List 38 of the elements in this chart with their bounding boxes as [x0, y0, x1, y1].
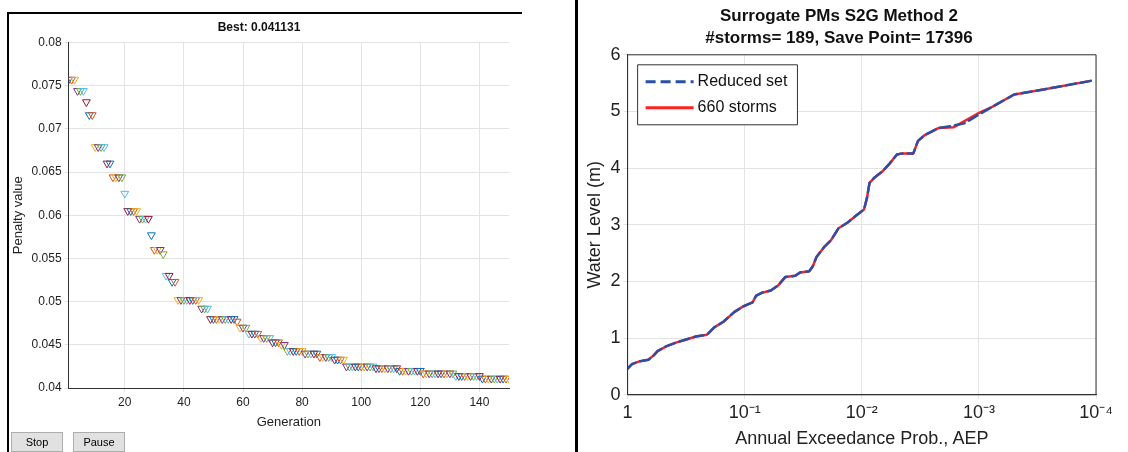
y-tick-label: 0.055: [31, 250, 62, 265]
y-tick-label: 0.04: [38, 380, 62, 395]
x-tick-label: 20: [118, 394, 132, 409]
x-tick-label: 140: [469, 394, 490, 409]
y-tick-label: 0: [610, 383, 621, 404]
y-tick-label: 2: [610, 270, 621, 291]
x-tick-label: 60: [236, 394, 250, 409]
y-tick-label: 0.08: [38, 34, 62, 49]
x-tick-label: 10⁻²: [845, 401, 878, 422]
x-tick-label: 100: [351, 394, 372, 409]
y-tick-label: 0.06: [38, 207, 62, 222]
y-axis-title: Penalty value: [10, 176, 26, 255]
x-tick-label: 120: [410, 394, 431, 409]
y-tick-label: 0.05: [38, 293, 62, 308]
x-tick-label: 80: [295, 394, 310, 409]
x-axis-title: Generation: [256, 413, 321, 429]
x-tick-label: 10⁻³: [962, 401, 995, 422]
x-tick-label: 40: [177, 394, 191, 409]
chart-title: Surrogate PMs S2G Method 2: [719, 5, 959, 25]
push-button: Stop: [11, 432, 63, 452]
y-tick-label: 4: [610, 157, 621, 178]
x-tick-label: 10⁻¹: [728, 401, 761, 422]
y-tick-label: 0.07: [38, 121, 62, 136]
x-tick-label: 10⁻⁴: [1079, 401, 1113, 422]
y-tick-label: 5: [610, 100, 621, 121]
y-tick-label: 1: [610, 327, 621, 348]
y-tick-label: 0.045: [31, 337, 62, 352]
push-button: Pause: [73, 432, 125, 452]
legend-label: Reduced set: [697, 72, 788, 90]
x-axis-title: Annual Exceedance Prob., AEP: [735, 428, 989, 449]
chart-title: Best: 0.041131: [217, 19, 301, 34]
y-tick-label: 6: [610, 43, 621, 64]
legend-label: 660 storms: [697, 98, 777, 116]
y-axis-title: Water Level (m): [583, 161, 604, 289]
chart-subtitle: #storms= 189, Save Point= 17396: [705, 28, 973, 48]
y-tick-label: 3: [610, 213, 621, 234]
y-tick-label: 0.075: [31, 77, 62, 92]
y-tick-label: 0.065: [31, 164, 62, 179]
